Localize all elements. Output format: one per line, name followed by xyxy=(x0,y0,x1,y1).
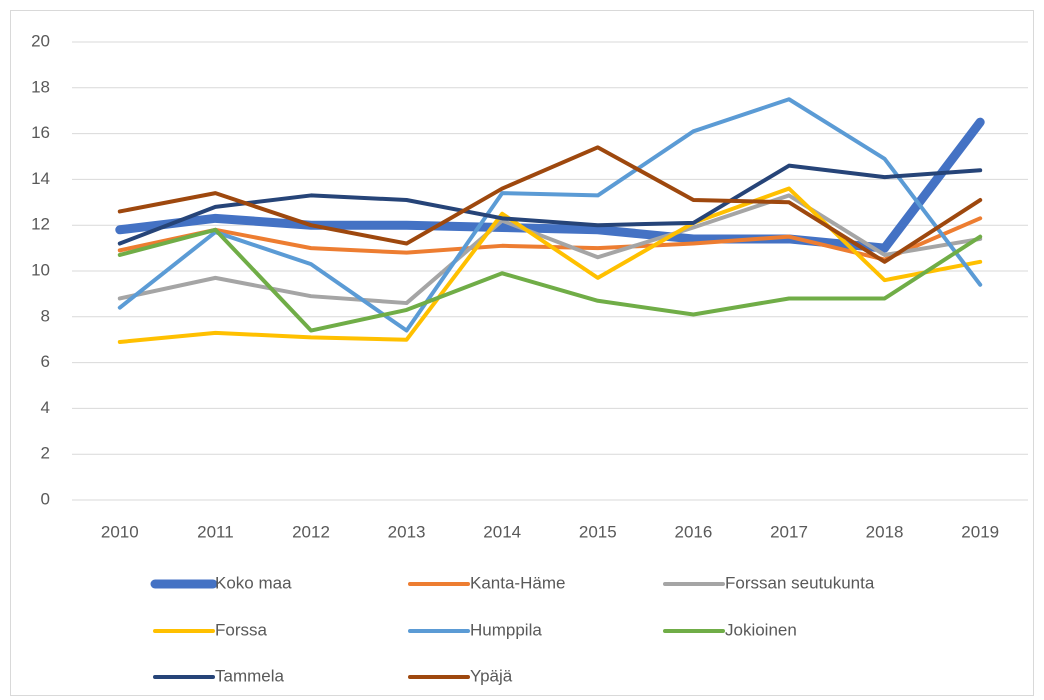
x-tick-label: 2019 xyxy=(961,522,999,541)
chart-border xyxy=(10,10,1034,696)
series-line xyxy=(117,97,983,333)
legend-label: Humppila xyxy=(470,620,542,639)
y-tick-label: 12 xyxy=(31,215,50,234)
legend-label: Forssa xyxy=(215,620,268,639)
y-tick-label: 20 xyxy=(31,31,50,50)
y-tick-label: 16 xyxy=(31,123,50,142)
series-line xyxy=(117,163,983,246)
y-tick-label: 6 xyxy=(41,352,50,371)
y-tick-label: 8 xyxy=(41,306,50,325)
series-line xyxy=(117,193,983,306)
legend-label: Jokioinen xyxy=(725,620,797,639)
x-tick-label: 2017 xyxy=(770,522,808,541)
legend-label: Forssan seutukunta xyxy=(725,573,875,592)
x-tick-label: 2018 xyxy=(866,522,904,541)
x-tick-label: 2013 xyxy=(388,522,426,541)
x-tick-label: 2015 xyxy=(579,522,617,541)
series-line xyxy=(117,145,983,264)
y-tick-label: 18 xyxy=(31,77,50,96)
legend-label: Tammela xyxy=(215,666,285,685)
y-tick-label: 14 xyxy=(31,169,50,188)
y-tick-label: 2 xyxy=(41,444,50,463)
x-tick-label: 2011 xyxy=(197,522,234,541)
series-line xyxy=(115,117,985,253)
legend-label: Koko maa xyxy=(215,573,292,592)
x-tick-label: 2010 xyxy=(101,522,139,541)
x-tick-label: 2014 xyxy=(483,522,521,541)
x-tick-label: 2012 xyxy=(292,522,330,541)
y-tick-label: 4 xyxy=(41,398,50,417)
y-tick-label: 0 xyxy=(41,489,50,508)
series-line xyxy=(117,227,983,333)
legend-label: Ypäjä xyxy=(470,666,513,685)
x-tick-label: 2016 xyxy=(674,522,712,541)
legend-label: Kanta-Häme xyxy=(470,573,565,592)
y-tick-label: 10 xyxy=(31,260,50,279)
